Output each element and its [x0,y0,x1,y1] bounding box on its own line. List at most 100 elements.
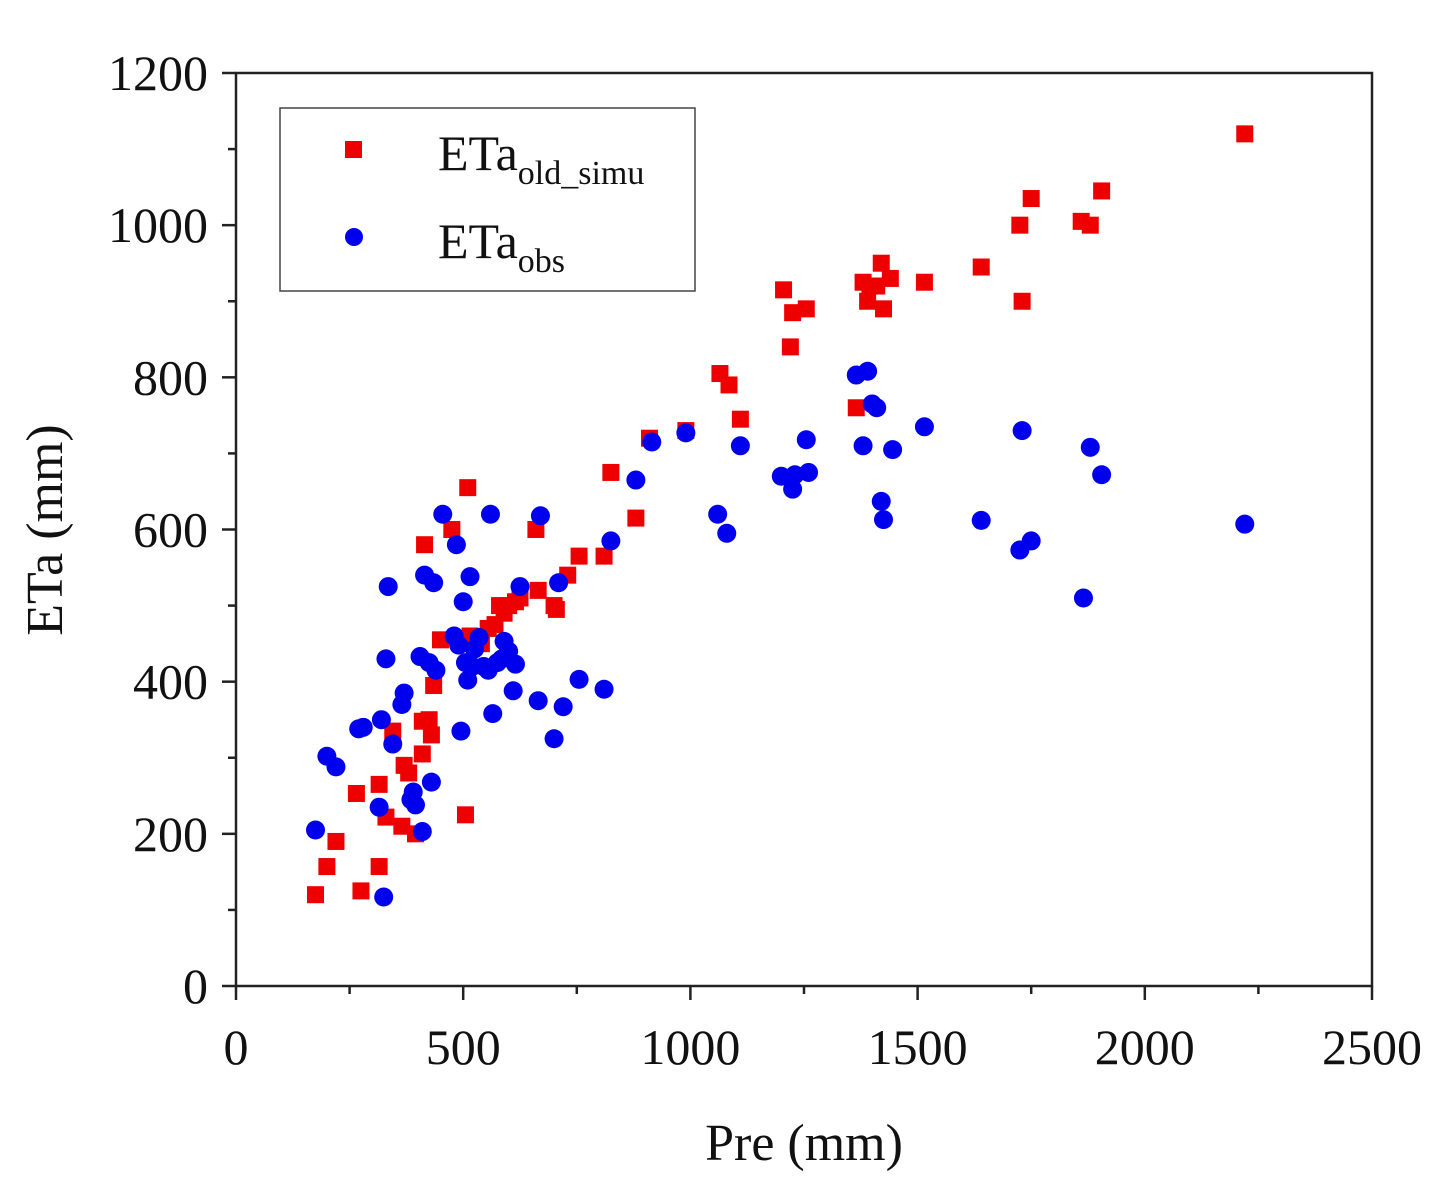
point-circle [451,721,471,741]
point-square [547,600,565,618]
point-circle [1235,514,1255,534]
point-square [1081,216,1099,234]
legend-entry-old-simu: ETaold_simu [438,125,644,192]
point-circle [853,436,873,456]
point-square [456,806,474,824]
point-circle [480,504,500,524]
point-square [784,304,802,322]
y-tick-label: 800 [133,349,208,405]
x-axis-ticks [234,986,1374,1000]
point-circle [528,691,548,711]
point-square [881,269,899,287]
legend-box [279,107,696,292]
point-square [859,292,877,310]
point-square [875,300,893,318]
point-circle [642,432,662,452]
x-tick-label: 1500 [868,1019,968,1075]
point-square [416,536,434,554]
point-circle [883,440,903,460]
point-square [1236,125,1254,143]
point-circle [376,649,396,669]
legend: ETaold_simu ETaobs [279,107,696,292]
point-circle [353,717,373,737]
point-circle [783,479,803,499]
point-square [422,726,440,744]
legend-label-subscript: old_simu [518,155,645,192]
x-axis-tick-labels: 0 500 1000 1500 2000 2500 [224,1019,1423,1075]
x-tick-label: 2500 [1322,1019,1422,1075]
y-tick-label: 400 [133,654,208,710]
point-square [1013,292,1031,310]
point-circle [530,506,550,526]
point-circle [371,710,391,730]
point-circle [1073,588,1093,608]
point-circle [1012,421,1032,441]
point-circle [394,683,414,703]
point-circle [708,504,728,524]
point-square [775,281,793,299]
point-square [972,258,990,276]
point-circle [446,535,466,555]
point-square [1011,216,1029,234]
point-square [384,722,402,740]
point-circle [460,567,480,587]
point-circle [1080,437,1100,457]
y-tick-label: 200 [133,806,208,862]
point-square [347,785,365,803]
y-tick-label: 600 [133,502,208,558]
point-circle [510,577,530,597]
point-circle [1021,531,1041,551]
point-circle [374,887,394,907]
point-circle [369,797,389,817]
point-circle [412,822,432,842]
point-square [420,711,438,729]
point-square [393,817,411,835]
x-tick-label: 2000 [1095,1019,1195,1075]
point-circle [867,398,887,418]
point-circle [505,654,525,674]
point-circle [405,795,425,815]
point-circle [874,510,894,530]
point-circle [433,504,453,524]
point-circle [1092,465,1112,485]
series-ETa_obs [306,361,1255,907]
point-square [307,886,325,904]
point-square [872,254,890,272]
point-square [781,338,799,356]
point-circle [544,729,564,749]
legend-label-subscript: obs [518,243,565,280]
point-circle [914,417,934,437]
point-circle [717,523,737,543]
point-circle [971,510,991,530]
legend-marker-circle [345,228,363,246]
point-circle [676,423,696,443]
point-circle [453,592,473,612]
point-circle [426,660,446,680]
point-square [370,858,388,876]
point-circle [796,430,816,450]
y-tick-label: 1200 [108,45,208,101]
y-axis-tick-labels: 0 200 400 600 800 1000 1200 [108,45,208,1014]
point-square [327,832,345,850]
point-square [595,547,613,565]
point-square [915,273,933,291]
point-square [425,676,443,694]
point-circle [383,734,403,754]
y-tick-label: 1000 [108,197,208,253]
legend-label-main: ETa [438,213,518,269]
x-axis-title: Pre (mm) [705,1115,903,1172]
legend-entry-obs: ETaobs [438,213,565,280]
point-square [720,376,738,394]
y-axis-ticks [222,71,236,988]
point-circle [858,361,878,381]
point-square [529,581,547,599]
legend-marker-square [345,141,362,158]
point-square [443,521,461,538]
point-circle [424,573,444,593]
point-circle [503,681,523,701]
series-ETa_old_simu [307,125,1254,904]
x-tick-label: 0 [224,1019,249,1075]
point-circle [594,679,614,699]
point-circle [326,757,346,777]
